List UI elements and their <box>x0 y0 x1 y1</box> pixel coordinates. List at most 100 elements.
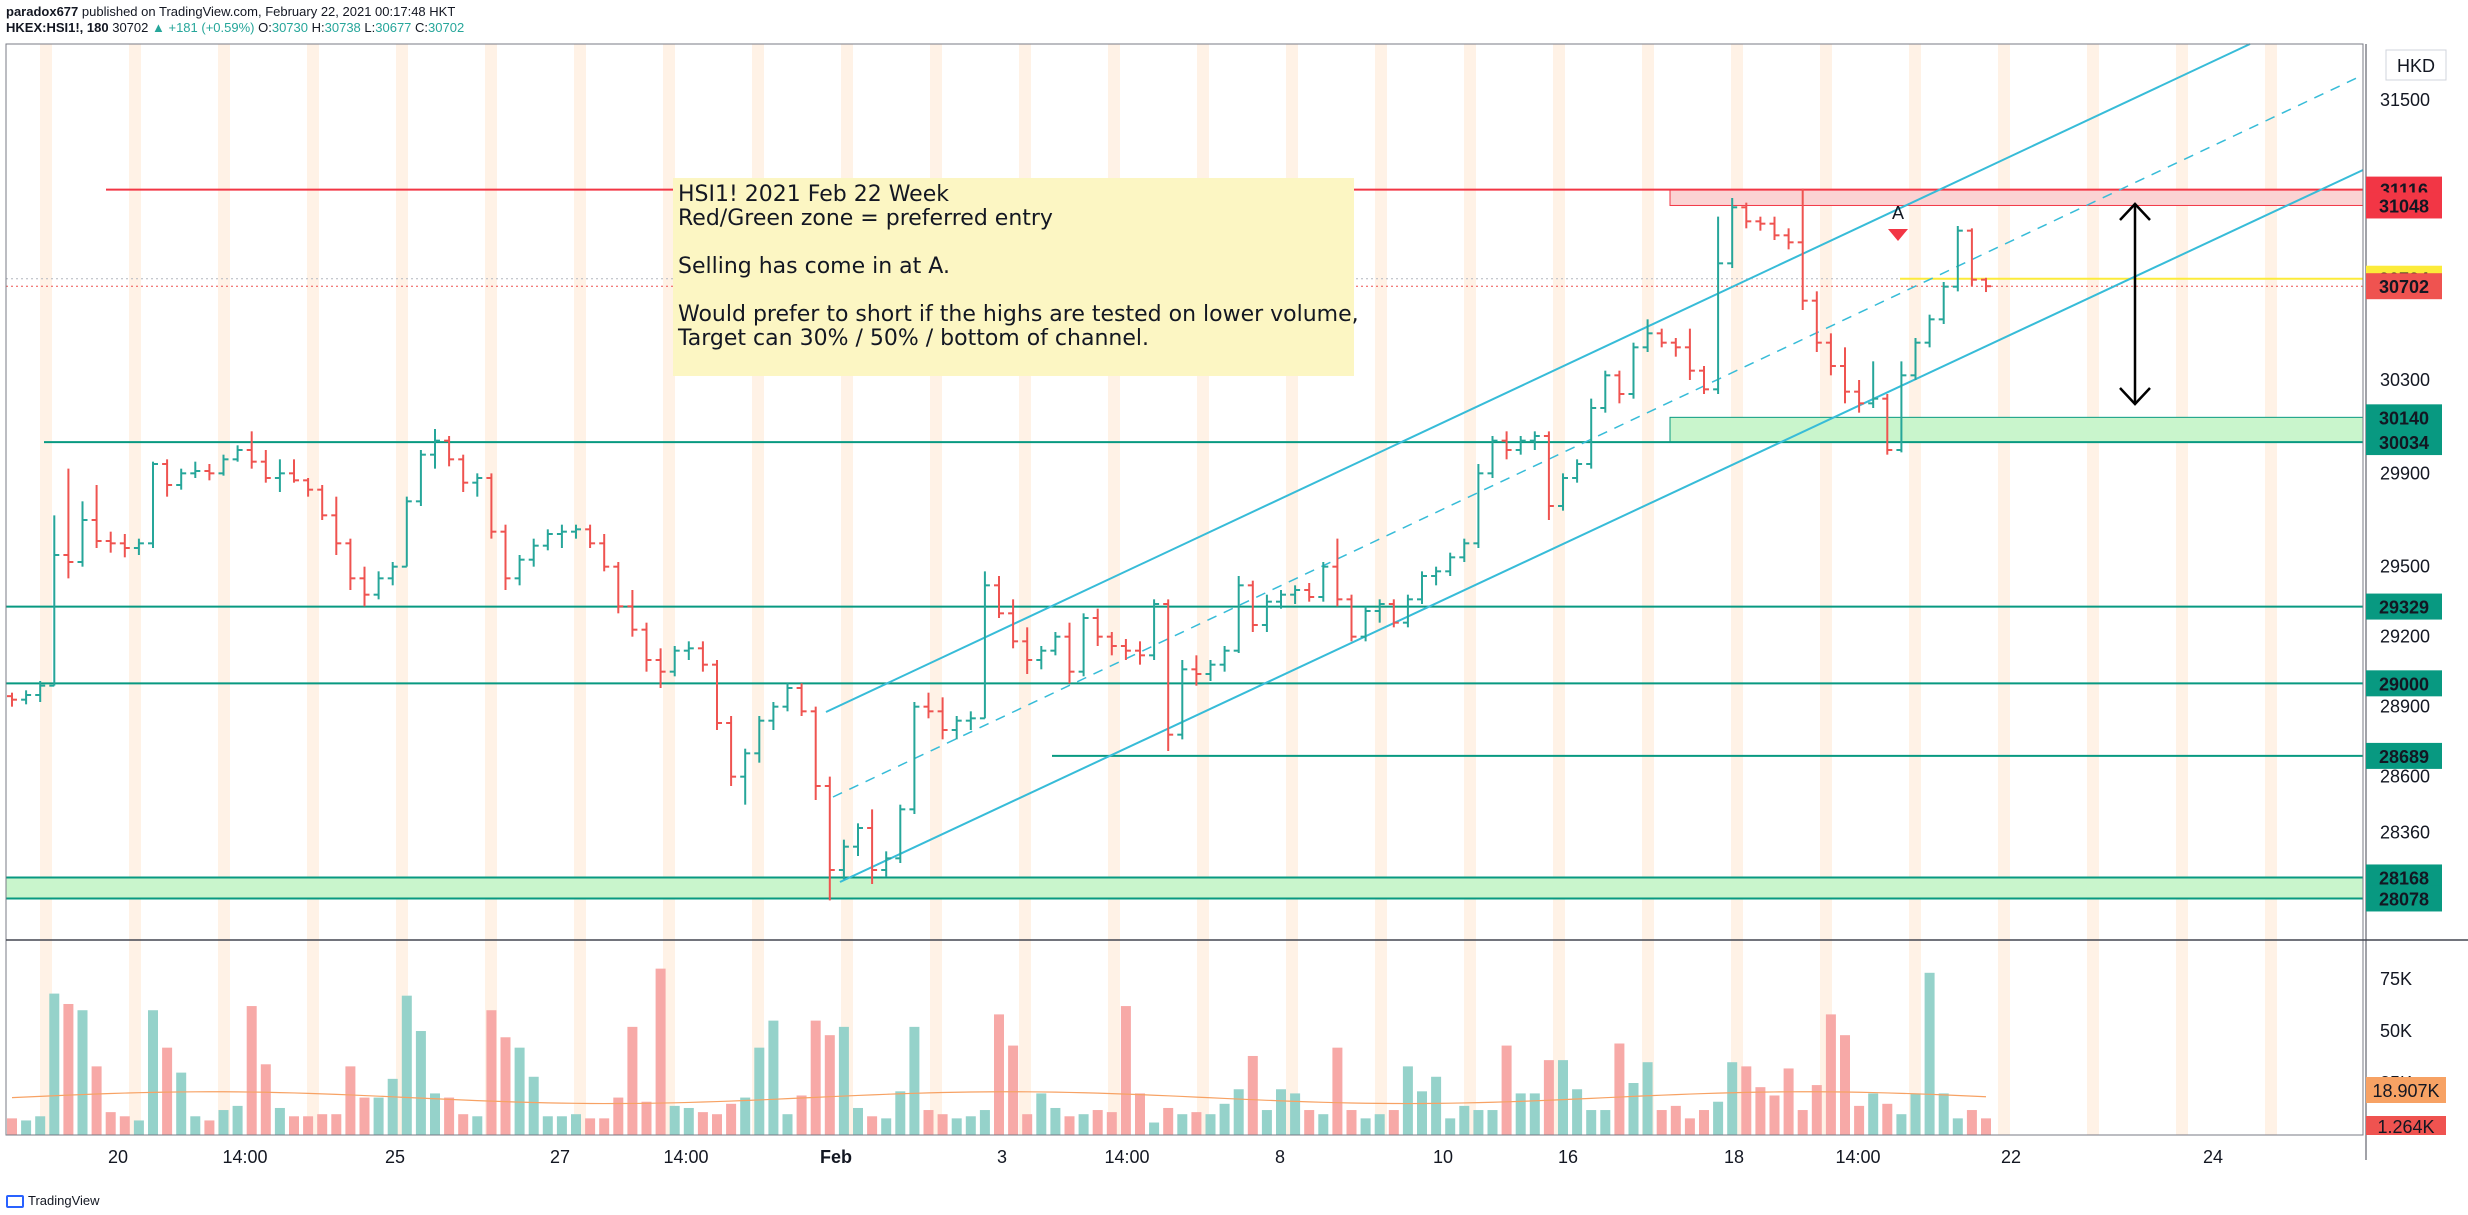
volume-bar <box>1078 1114 1089 1135</box>
time-tick-label: 14:00 <box>1104 1147 1149 1167</box>
volume-bar <box>528 1076 539 1135</box>
ohlc-bar <box>712 660 722 730</box>
close-label: C: <box>415 20 429 35</box>
volume-bar <box>838 1026 849 1135</box>
ohlc-bar <box>514 555 525 586</box>
volume-bar <box>1854 1105 1865 1135</box>
volume-bar <box>909 1026 920 1135</box>
price-label-text: 29329 <box>2379 598 2429 618</box>
volume-bar <box>895 1091 906 1135</box>
low-label: L: <box>364 20 376 35</box>
session-band <box>574 44 586 1135</box>
symbol-interval[interactable]: HKEX:HSI1!, 180 <box>6 20 109 35</box>
session-band <box>307 44 319 1135</box>
price-chart[interactable]: A HSI1! 2021 Feb 22 Week Red/Green zone … <box>0 0 2468 1190</box>
ohlc-bar <box>345 538 356 590</box>
volume-bar <box>35 1116 46 1135</box>
ohlc-bar <box>500 524 511 590</box>
note-line-2: Red/Green zone = preferred entry <box>678 206 1053 231</box>
ohlc-bar <box>1924 314 1935 348</box>
time-tick-label: Feb <box>820 1147 852 1167</box>
volume-bar <box>1402 1066 1413 1135</box>
ohlc-bar <box>1487 436 1498 478</box>
price-label-box <box>2366 273 2442 300</box>
ohlc-bar <box>1981 277 1991 293</box>
volume-bar <box>1431 1076 1442 1135</box>
ohlc-bar <box>1727 198 1738 268</box>
ohlc-bar <box>726 716 737 786</box>
ohlc-bar <box>1938 282 1949 324</box>
volume-bar <box>853 1107 863 1135</box>
note-line-5: Target can 30% / 50% / bottom of channel… <box>677 326 1149 351</box>
ohlc-bar <box>1332 538 1343 607</box>
volume-bar <box>1755 1087 1766 1135</box>
volume-bar <box>274 1107 285 1135</box>
last-price: 30702 <box>112 20 149 35</box>
green-zone <box>1669 416 2364 443</box>
price-axis[interactable]: 31500 30300 29900 29500 29200 28900 28600 28360… <box>2366 90 2446 1137</box>
volume-bar <box>740 1097 751 1135</box>
ohlc-bar <box>1261 594 1272 632</box>
volume-bar <box>1036 1093 1047 1135</box>
volume-bar <box>1642 1062 1653 1135</box>
volume-bar <box>796 1095 807 1135</box>
volume-bar <box>359 1097 370 1135</box>
volume-bar <box>1840 1035 1850 1135</box>
annotations: A <box>1888 202 2151 406</box>
close-value: 30702 <box>428 20 465 35</box>
volume-bar <box>1473 1110 1484 1135</box>
ohlc-bar <box>669 646 680 677</box>
session-band <box>396 44 408 1135</box>
volume-bar <box>923 1110 934 1135</box>
publisher-name[interactable]: paradox677 <box>6 4 79 19</box>
high-label: H: <box>311 20 325 35</box>
currency-badge: HKD <box>2385 49 2447 81</box>
volume-bar <box>162 1047 173 1135</box>
volume-bar <box>1346 1110 1357 1135</box>
volume-bar <box>63 1003 74 1135</box>
red-zone <box>1669 189 2364 206</box>
volume-bar <box>119 1116 130 1135</box>
price-label-text: 28078 <box>2379 889 2429 909</box>
volume-bar <box>556 1116 567 1135</box>
time-tick-label: 20 <box>108 1147 128 1167</box>
price-change: ▲ +181 (+0.59%) <box>152 20 255 35</box>
volume-bar <box>49 993 60 1135</box>
ohlc-bar <box>909 702 920 814</box>
price-label-box <box>2366 404 2442 431</box>
session-band <box>2087 44 2099 1135</box>
ohlc-bar <box>289 459 299 483</box>
footer-brand[interactable]: TradingView <box>6 1193 100 1209</box>
time-tick-label: 10 <box>1433 1147 1453 1167</box>
session-band <box>40 44 52 1135</box>
ohlc-bar <box>1191 655 1202 686</box>
ohlc-bar <box>204 464 215 481</box>
volume-bar <box>754 1047 765 1135</box>
ohlc-bar <box>246 431 257 469</box>
volume-bar <box>345 1066 356 1135</box>
ohlc-bar <box>1120 639 1131 660</box>
volume-bar <box>1106 1112 1117 1135</box>
ohlc-bar <box>1670 338 1681 357</box>
ohlc-bar <box>1304 583 1315 602</box>
volume-bar <box>246 1006 257 1135</box>
volume-bar <box>1459 1105 1470 1135</box>
volume-bar <box>444 1097 455 1135</box>
ohlc-bar <box>1783 228 1794 250</box>
ohlc-bar <box>838 839 849 880</box>
ohlc-bar <box>1149 599 1160 660</box>
ohlc-bar <box>7 692 17 707</box>
volume-bar <box>1092 1110 1103 1135</box>
volume-bar <box>726 1103 737 1135</box>
ohlc-bar <box>1008 599 1019 649</box>
volume-bar <box>810 1020 821 1135</box>
volume-bar <box>1008 1045 1019 1135</box>
ohlc-bar <box>1882 394 1893 455</box>
ohlc-bar <box>63 468 74 579</box>
volume-bar <box>937 1114 948 1135</box>
channel-median-line <box>832 74 2364 798</box>
time-axis[interactable]: 20 14:00 25 27 14:00 Feb 3 14:00 8 10 16 18 14:00 22 2… <box>108 1147 2223 1167</box>
ohlc-bar <box>1431 566 1442 586</box>
volume-bar <box>669 1105 680 1135</box>
text-note[interactable]: HSI1! 2021 Feb 22 Week Red/Green zone = … <box>673 178 1359 376</box>
